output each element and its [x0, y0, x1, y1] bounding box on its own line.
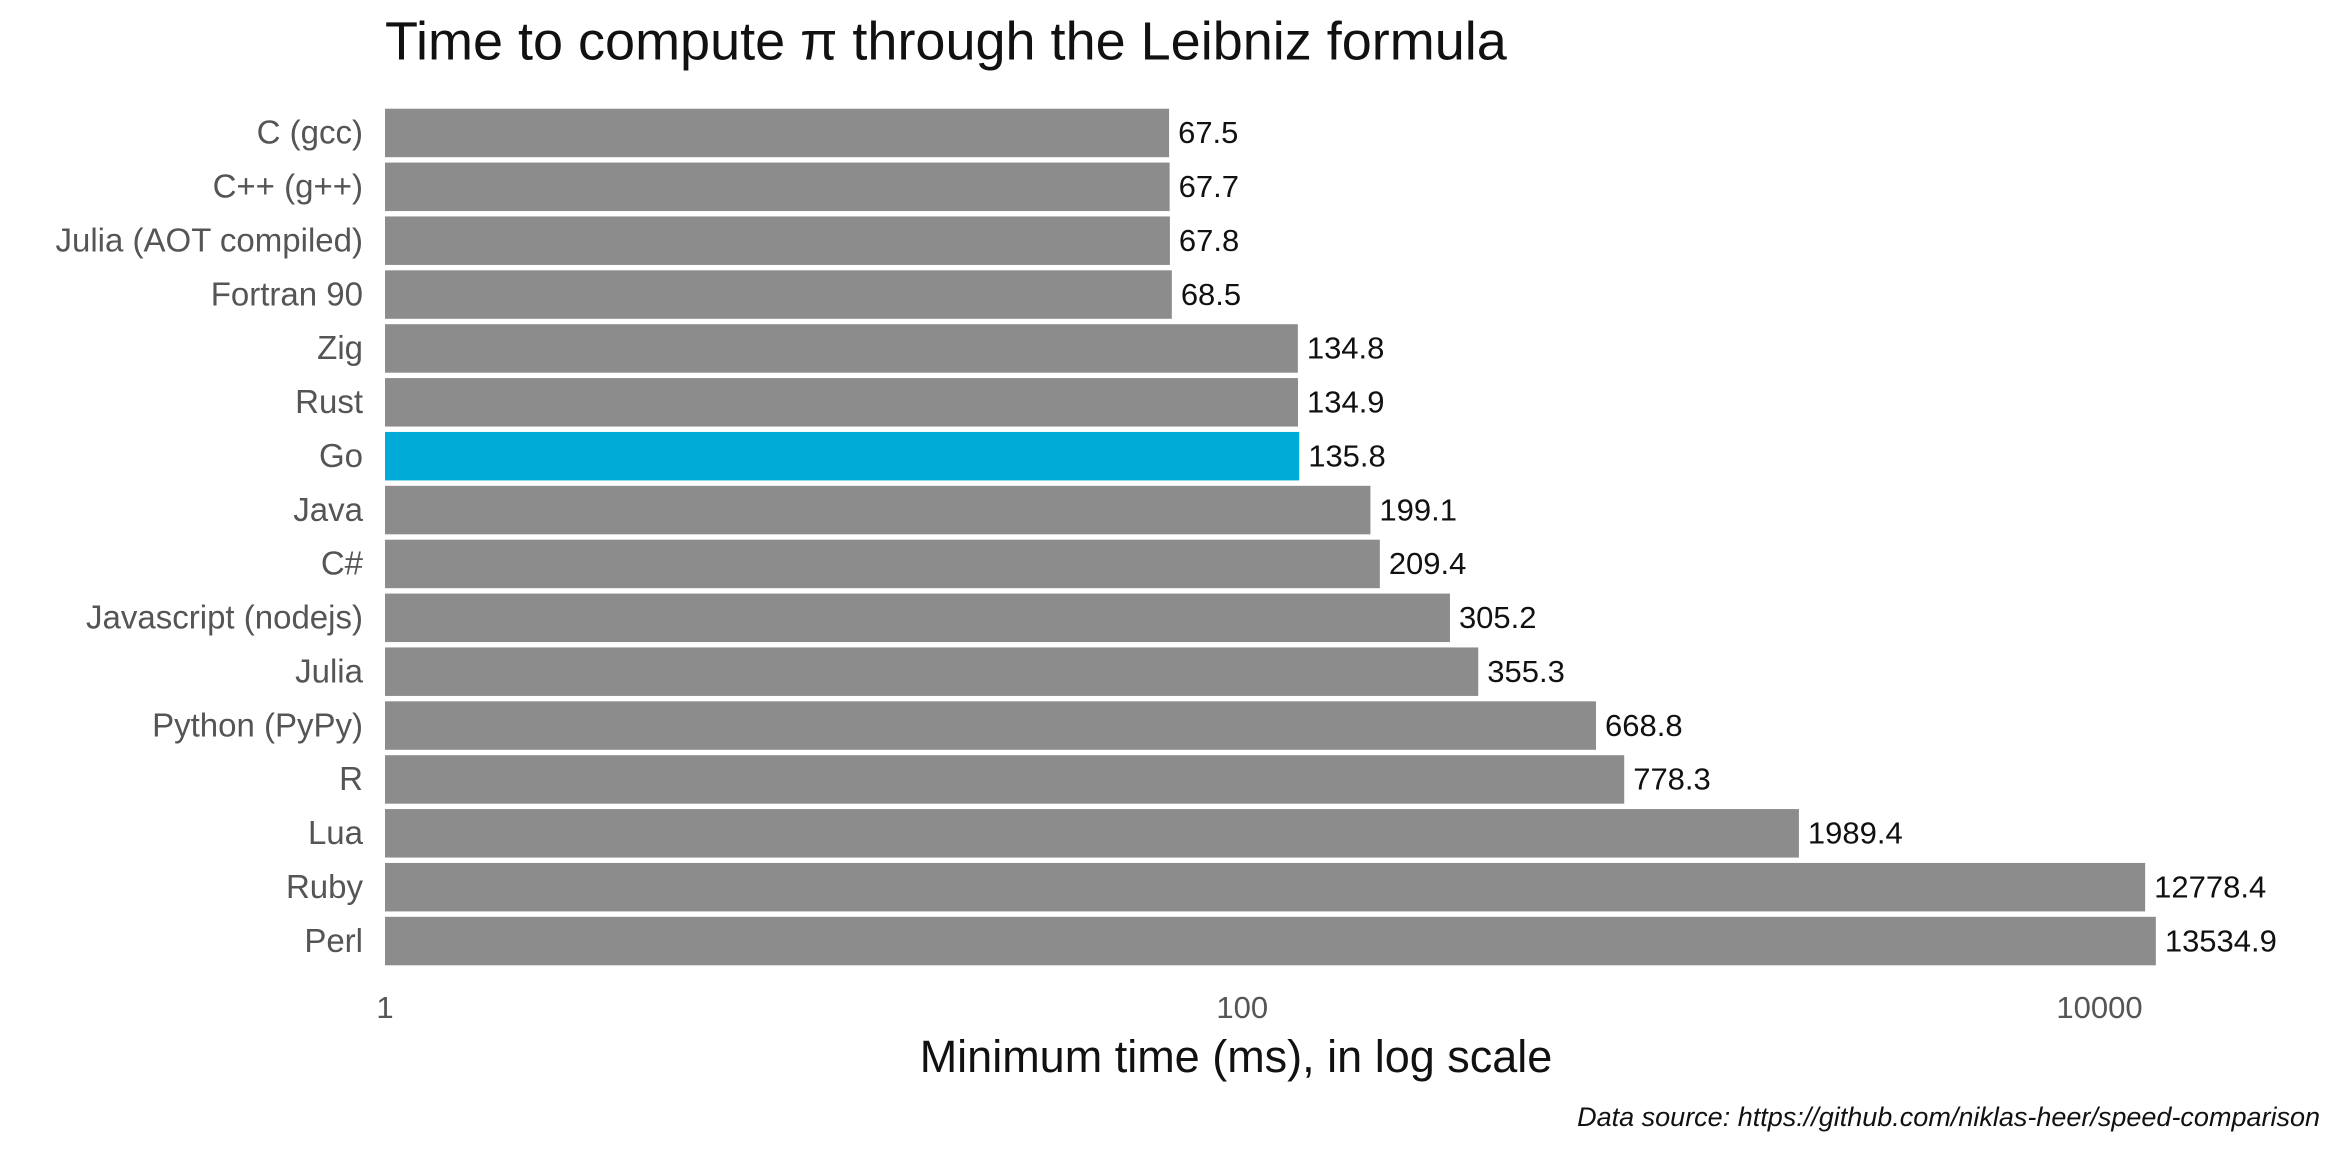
value-label: 199.1	[1379, 492, 1457, 527]
bar	[385, 755, 1625, 804]
y-tick-label: Javascript (nodejs)	[86, 599, 363, 636]
value-label: 134.9	[1307, 385, 1385, 420]
bar	[385, 485, 1371, 535]
bar	[385, 378, 1298, 427]
y-tick-label: Lua	[308, 814, 364, 851]
bar	[385, 216, 1170, 265]
y-tick-label: Go	[319, 437, 363, 474]
x-tick-label: 1	[376, 990, 393, 1025]
bar	[385, 324, 1298, 373]
x-axis-label: Minimum time (ms), in log scale	[920, 1031, 1553, 1082]
bar	[385, 647, 1479, 696]
y-tick-label: Ruby	[286, 868, 364, 905]
value-label: 305.2	[1459, 600, 1537, 635]
bar	[385, 593, 1450, 643]
bar	[385, 162, 1170, 212]
y-tick-label: C#	[321, 545, 364, 582]
value-label: 12778.4	[2154, 869, 2266, 904]
value-label: 209.4	[1389, 546, 1467, 581]
y-tick-label: Julia (AOT compiled)	[56, 221, 364, 258]
bar	[385, 809, 1799, 858]
bar	[385, 431, 1300, 481]
bar	[385, 862, 2146, 912]
y-tick-label: Julia	[295, 652, 364, 689]
value-label: 355.3	[1487, 654, 1565, 689]
value-label: 135.8	[1308, 438, 1386, 473]
x-tick-label: 10000	[2056, 990, 2142, 1025]
y-tick-label: Fortran 90	[211, 275, 363, 312]
y-tick-label: Perl	[304, 922, 363, 959]
y-tick-label: R	[339, 760, 363, 797]
bar	[385, 539, 1380, 589]
x-tick-label: 100	[1216, 990, 1268, 1025]
y-tick-label: Python (PyPy)	[152, 706, 363, 743]
value-label: 13534.9	[2165, 923, 2277, 958]
value-label: 1989.4	[1808, 816, 1903, 851]
y-tick-label: Java	[293, 491, 363, 528]
y-tick-label: Zig	[317, 329, 363, 366]
caption: Data source: https://github.com/niklas-h…	[1577, 1102, 2320, 1132]
value-label: 668.8	[1605, 708, 1683, 743]
bar	[385, 701, 1596, 750]
bar	[385, 916, 2156, 966]
value-label: 67.7	[1179, 169, 1239, 204]
value-label: 67.5	[1178, 115, 1238, 150]
chart-title: Time to compute π through the Leibniz fo…	[385, 11, 1508, 71]
value-label: 67.8	[1179, 223, 1239, 258]
bar	[385, 270, 1172, 319]
y-tick-label: C++ (g++)	[213, 168, 363, 205]
y-tick-label: C (gcc)	[257, 114, 363, 151]
bar	[385, 108, 1170, 158]
value-label: 134.8	[1307, 331, 1385, 366]
y-tick-label: Rust	[295, 383, 363, 420]
value-label: 68.5	[1181, 277, 1241, 312]
value-label: 778.3	[1633, 762, 1711, 797]
